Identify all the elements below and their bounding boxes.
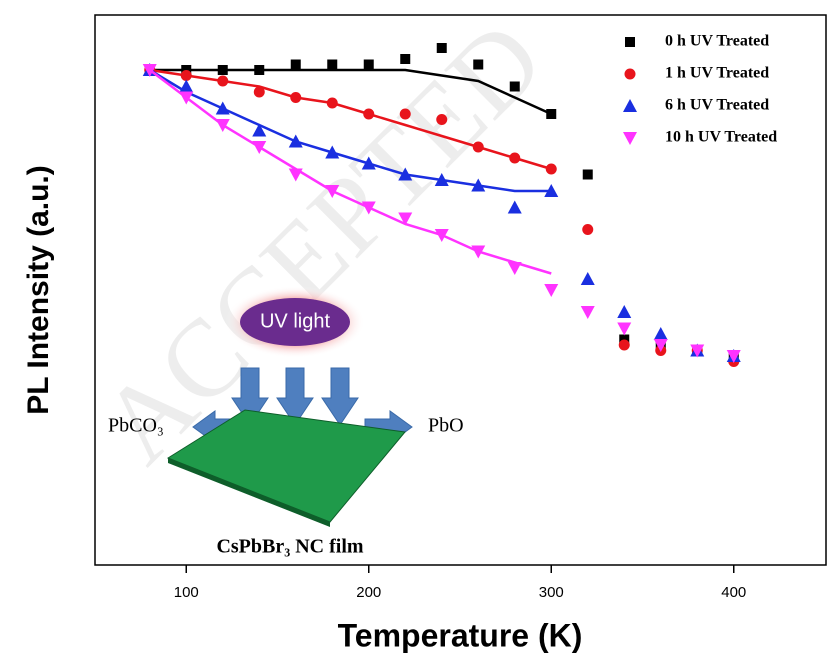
point [361,201,376,215]
point [179,91,194,105]
point [361,156,376,170]
point [653,327,668,340]
point [398,212,413,226]
x-tick-label: 300 [539,584,564,601]
point [215,119,230,132]
point [618,339,630,351]
x-axis-label: Temperature (K) [338,617,583,653]
point [509,81,520,92]
point [546,109,557,119]
arrows [192,367,413,444]
point [290,92,302,103]
point [726,350,741,363]
point [327,59,338,70]
point [252,123,267,137]
point [288,168,303,182]
fit-line [149,68,552,193]
uv-label: UV light [260,310,330,332]
point [545,163,557,175]
point [288,134,303,148]
legend-label: 1 h UV Treated [665,65,769,82]
point [580,306,595,319]
point [217,75,229,87]
legend-label: 0 h UV Treated [665,33,769,50]
fit-line [149,68,552,171]
legend-label: 6 h UV Treated [665,97,769,114]
point [142,64,157,77]
point [398,167,413,181]
point [180,70,192,81]
left-product: PbCO₃ [108,415,164,437]
film [166,409,406,523]
point [434,173,449,186]
point [254,65,265,75]
film-edge [168,458,330,527]
point [363,59,374,70]
point [215,101,230,115]
point [399,108,411,120]
uv-source [240,298,350,346]
point [436,114,448,125]
y-axis-label: PL Intensity (a.u.) [22,165,55,414]
point [507,262,522,275]
point [252,141,267,154]
point [434,229,449,242]
point [625,37,635,47]
point [507,200,522,214]
point [471,178,486,192]
x-tick-label: 100 [174,584,199,601]
point [472,141,484,153]
point [624,68,636,80]
right-product: PbO [428,415,464,437]
fit-line [149,68,552,116]
point [179,79,194,93]
point [623,132,637,145]
point [653,339,668,352]
plot-frame [94,14,827,566]
point [544,184,559,197]
point [290,59,301,70]
point [325,145,340,159]
legend-label: 10 h UV Treated [665,129,777,146]
point [326,97,338,109]
point [400,54,411,64]
point [363,108,375,120]
point [582,169,593,180]
point [617,305,632,318]
inset: UV light PbCO₃ PbO CsPbBr₃ NC film [108,286,464,558]
point [580,272,595,285]
point [436,43,447,53]
point [623,99,637,112]
x-tick-label: 200 [356,584,381,601]
x-tick-label: 400 [721,584,746,601]
film-label: CsPbBr₃ NC film [216,536,363,558]
point [509,152,521,164]
point [325,185,340,198]
point [253,86,265,98]
point [690,344,705,358]
point [217,65,228,75]
point [473,59,484,70]
point [617,322,632,336]
point [471,245,486,259]
point [582,224,594,235]
point [544,284,559,297]
